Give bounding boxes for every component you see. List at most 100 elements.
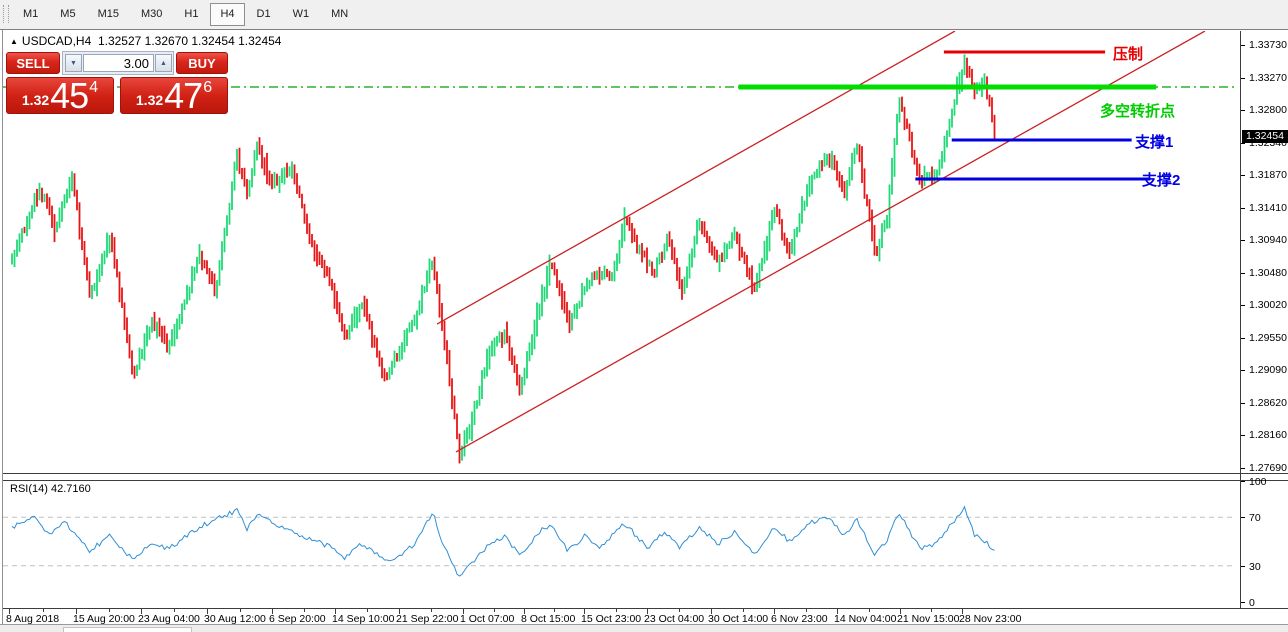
chart-symbol-label: USDCAD,H4: [21, 34, 92, 48]
timeframe-button-h4[interactable]: H4: [210, 3, 245, 26]
time-axis-label: 8 Oct 15:00: [521, 613, 576, 625]
price-axis-tick: [1241, 240, 1245, 241]
price-chart-canvas[interactable]: [3, 31, 1240, 473]
status-bar-field: [63, 627, 192, 632]
lot-decrease-button[interactable]: ▼: [65, 54, 82, 72]
price-axis-label: 1.33730: [1249, 39, 1287, 51]
time-axis-minor-tick: [174, 609, 175, 612]
price-axis-label: 1.31410: [1249, 201, 1287, 214]
sell-button[interactable]: SELL: [6, 52, 60, 74]
chart-title: ▲ USDCAD,H4 1.32527 1.32670 1.32454 1.324…: [10, 34, 281, 48]
time-axis-minor-tick: [108, 609, 110, 612]
collapse-panel-icon[interactable]: ▲: [10, 37, 18, 46]
annotation-pivot-label[interactable]: 多空转折点: [1100, 103, 1176, 120]
rsi-axis-tick: [1241, 517, 1245, 518]
timeframe-button-m5[interactable]: M5: [60, 8, 76, 20]
time-axis-minor-tick: [239, 609, 241, 612]
time-axis-tick: [837, 609, 838, 614]
timeframe-buttons: M1 M5 M15 M30 H1 H4 D1 W1 MN: [12, 3, 359, 26]
price-axis-tick: [1241, 370, 1245, 371]
price-panel-bottom-border: [3, 473, 1288, 474]
price-axis-tick: [1241, 110, 1245, 111]
price-axis-label: 1.28160: [1249, 429, 1287, 441]
time-axis[interactable]: 8 Aug 2018 15 Aug 20:00 23 Aug 04:00 30 Aug…: [3, 609, 1288, 625]
time-axis-tick: [141, 609, 142, 614]
annotation-support2-label[interactable]: 支撑2: [1142, 172, 1181, 189]
rsi-axis-tick: [1241, 602, 1245, 603]
time-axis-label: 30 Oct 14:00: [708, 613, 769, 625]
toolbar-grip-handle[interactable]: [3, 5, 9, 23]
status-bar: [0, 624, 1288, 632]
time-axis-label: 8 Aug 2018: [6, 613, 60, 625]
lot-spinner: ▼ ▲: [62, 51, 174, 75]
annotation-resistance-label[interactable]: 压制: [1113, 46, 1144, 63]
buy-button[interactable]: BUY: [176, 52, 228, 74]
bid-big-digits: 45: [50, 75, 89, 116]
annotation-support1-label[interactable]: 支撑1: [1135, 134, 1174, 151]
price-axis-tick: [1241, 77, 1245, 79]
chart-window[interactable]: 1.32454 1.337301.332701.328001.323401.31…: [0, 29, 1288, 625]
timeframe-button-mn[interactable]: MN: [331, 8, 349, 20]
window-left-border: [2, 30, 3, 625]
lot-size-input[interactable]: [83, 54, 154, 72]
time-axis-tick: [900, 609, 901, 614]
time-axis-minor-tick: [931, 609, 932, 612]
timeframe-button-m15[interactable]: M15: [97, 8, 119, 20]
time-axis-label: 15 Aug 20:00: [73, 613, 135, 625]
rsi-axis[interactable]: 100 70 30 0: [1241, 476, 1288, 609]
chevron-up-icon: ▲: [160, 60, 167, 67]
price-axis-tick: [1241, 272, 1245, 274]
time-axis-tick: [272, 609, 273, 614]
ask-big-digits: 47: [164, 75, 203, 116]
price-axis-label: 1.30020: [1249, 299, 1287, 311]
timeframe-button-m1[interactable]: M1: [23, 8, 39, 20]
price-axis-tick: [1241, 45, 1245, 46]
time-axis-label: 23 Oct 04:00: [644, 613, 705, 625]
ask-price-display[interactable]: 1.32 47 6: [120, 77, 228, 114]
time-axis-tick: [647, 609, 648, 614]
time-axis-tick: [207, 609, 208, 614]
time-axis-label: 21 Sep 22:00: [396, 613, 459, 625]
rsi-panel-top-border[interactable]: [3, 480, 1288, 481]
price-axis-label: 1.27690: [1249, 461, 1287, 474]
time-axis-minor-tick: [367, 609, 368, 612]
price-axis-tick: [1241, 337, 1245, 339]
time-axis-tick: [335, 609, 336, 614]
time-axis-minor-tick: [493, 609, 495, 612]
timeframe-button-d1[interactable]: D1: [256, 8, 271, 20]
chevron-down-icon: ▼: [70, 60, 77, 67]
time-axis-tick: [76, 609, 77, 614]
rsi-chart-canvas[interactable]: [3, 480, 1240, 609]
time-axis-label: 6 Nov 23:00: [771, 613, 828, 625]
price-axis-tick: [1241, 467, 1245, 469]
time-axis-tick: [399, 609, 400, 614]
timeframe-button-w1[interactable]: W1: [292, 8, 310, 20]
time-axis-label: 30 Aug 12:00: [204, 613, 266, 625]
price-axis-label: 1.32800: [1249, 104, 1287, 116]
rsi-axis-tick: [1241, 566, 1245, 567]
time-axis-label: 21 Nov 15:00: [897, 613, 960, 625]
price-axis[interactable]: 1.32454 1.337301.332701.328001.323401.31…: [1241, 31, 1288, 474]
time-axis-label: 6 Sep 20:00: [269, 613, 326, 625]
rsi-indicator-label: RSI(14) 42.7160: [10, 483, 91, 495]
rsi-axis-label: 100: [1249, 476, 1267, 488]
bid-pip-digit: 4: [89, 79, 99, 96]
bid-price-display[interactable]: 1.32 45 4: [6, 77, 114, 114]
time-axis-tick: [584, 609, 585, 614]
time-axis-tick: [463, 609, 464, 614]
time-axis-tick: [9, 609, 10, 614]
rsi-axis-label: 0: [1249, 597, 1255, 609]
price-axis-label: 1.30480: [1249, 266, 1287, 279]
ask-prefix: 1.32: [135, 92, 164, 108]
timeframe-button-h1[interactable]: H1: [184, 8, 199, 20]
price-axis-label: 1.31870: [1249, 169, 1287, 181]
lot-increase-button[interactable]: ▲: [155, 54, 172, 72]
price-axis-tick: [1241, 175, 1245, 176]
ask-pip-digit: 6: [203, 79, 213, 96]
rsi-panel-bottom-border: [3, 608, 1288, 609]
timeframe-toolbar: M1 M5 M15 M30 H1 H4 D1 W1 MN: [0, 0, 1288, 29]
timeframe-button-m30[interactable]: M30: [140, 8, 163, 20]
time-axis-label: 14 Sep 10:00: [332, 613, 395, 625]
chart-ohlc-values: 1.32527 1.32670 1.32454 1.32454: [97, 34, 282, 48]
